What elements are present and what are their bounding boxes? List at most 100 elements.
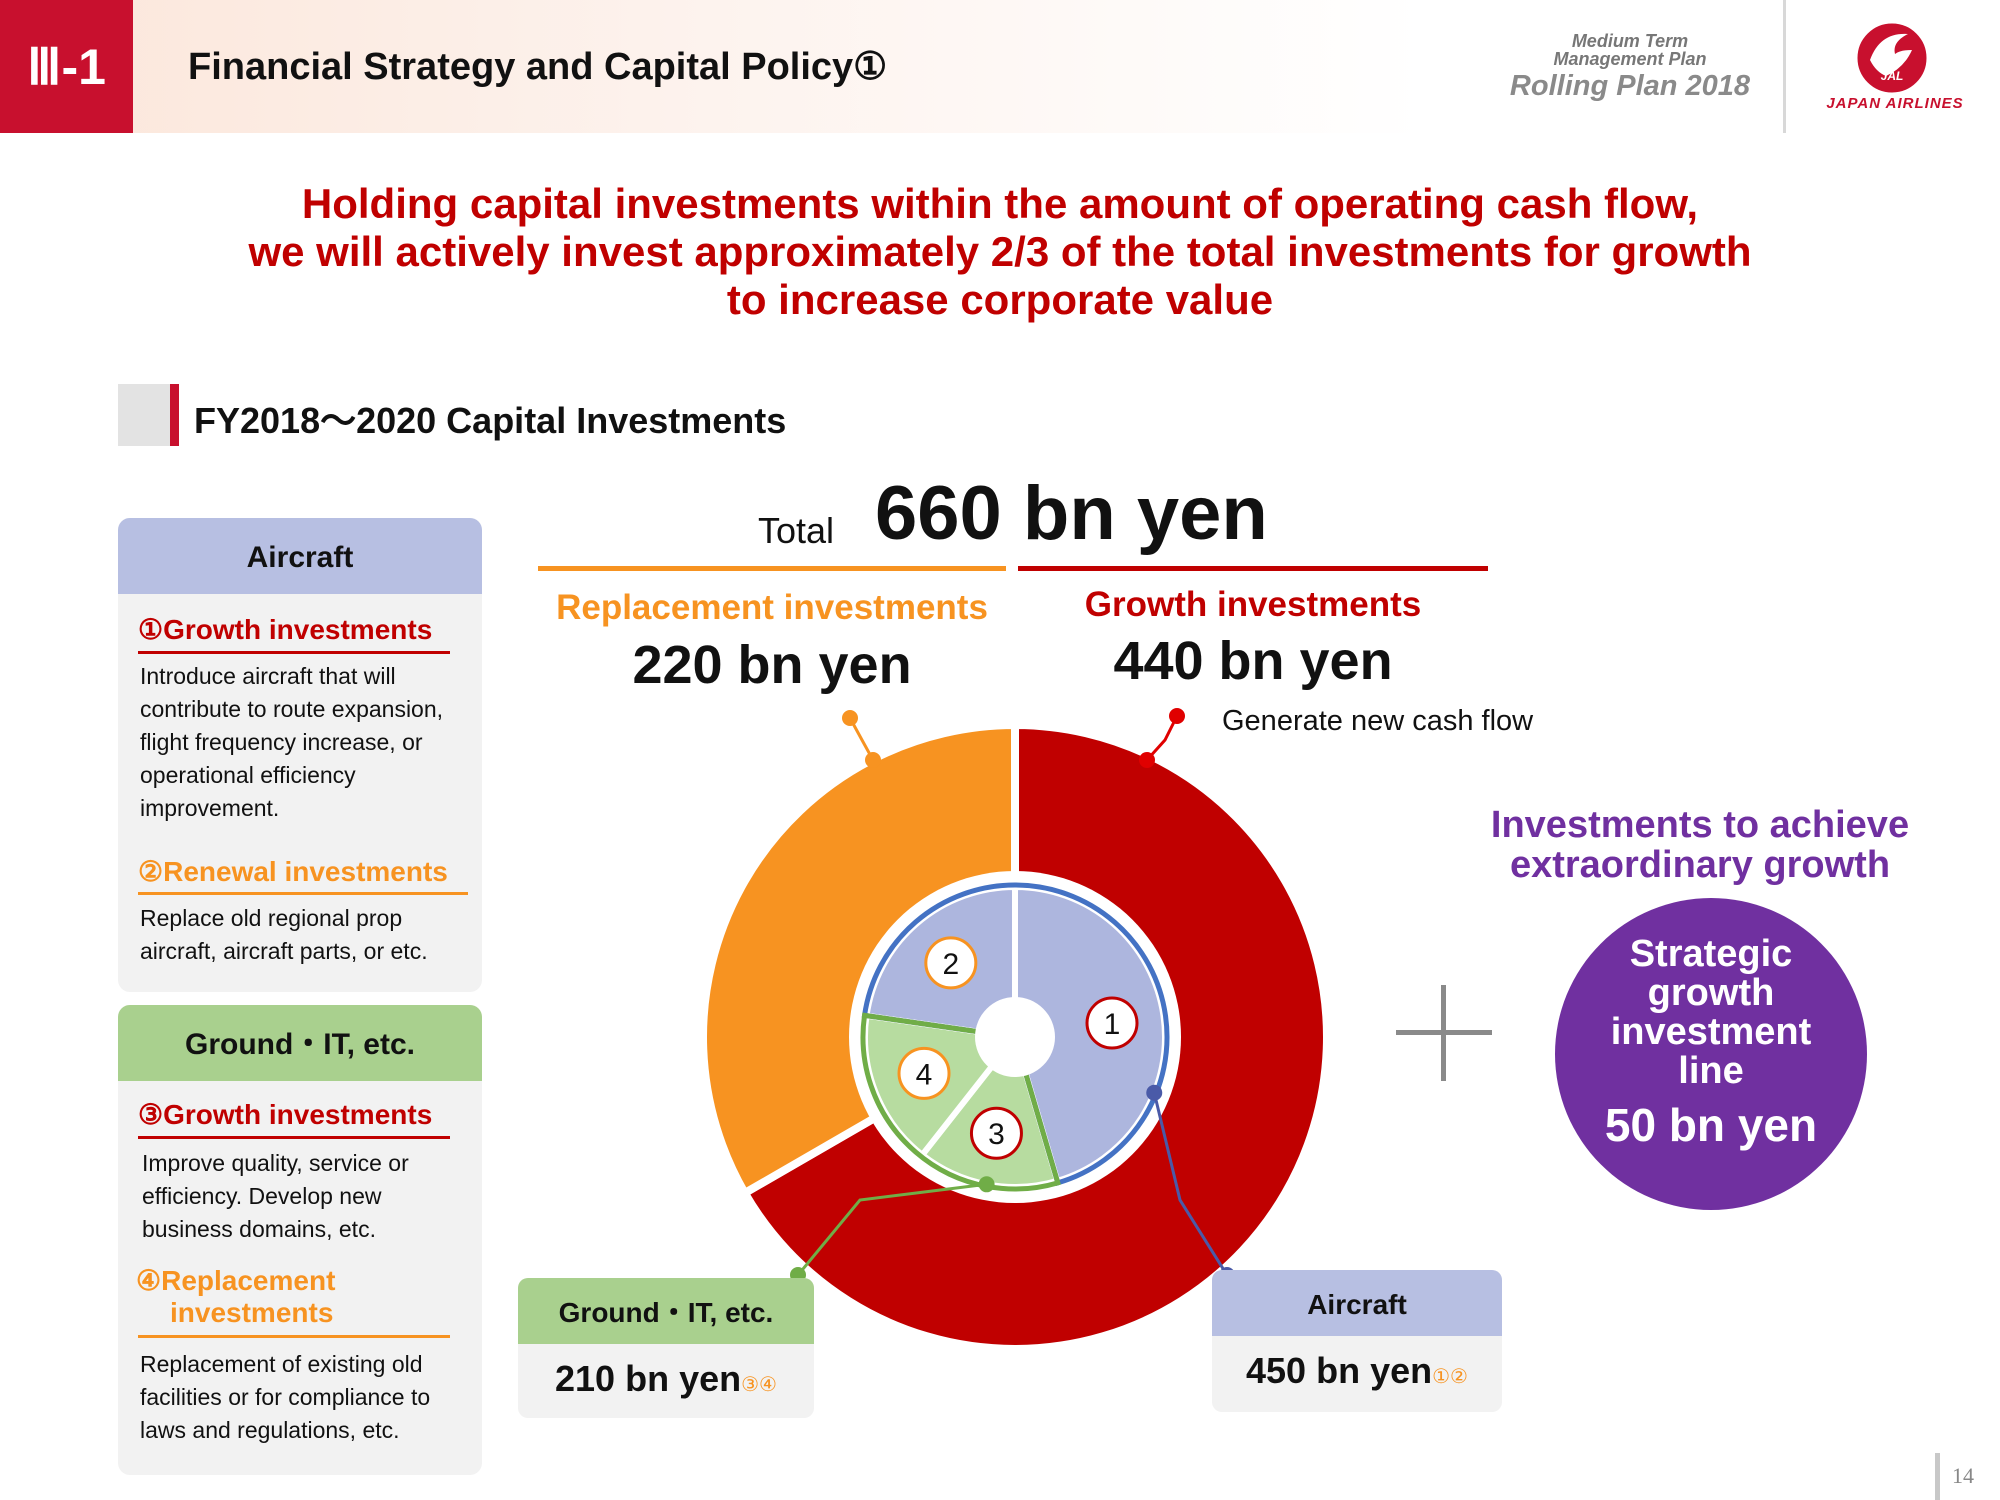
page-number-bar (1935, 1453, 1940, 1500)
item4-title-line1: ④Replacement (136, 1265, 336, 1296)
strategic-line-value: 50 bn yen (1604, 1099, 1818, 1151)
extraordinary-growth-label: Investments to achieve extraordinary gro… (1460, 805, 1940, 885)
item4-title-line2: investments (170, 1297, 334, 1328)
strategic-line-text: Strategic growth investment line (1555, 935, 1867, 1091)
aircraft-callout-refs: ①② (1432, 1366, 1468, 1388)
replacement-leader-dot-start (842, 710, 858, 726)
item2-desc-line: Replace old regional prop (140, 905, 403, 931)
item4-title: ④Replacement investments (136, 1265, 335, 1329)
growth-label: Growth investments (1084, 585, 1422, 624)
headline-line2: we will actively invest approximately 2/… (248, 228, 1752, 275)
inner-marker-1 (1085, 996, 1139, 1050)
item4-desc-line: Replacement of existing old (140, 1351, 423, 1377)
item2-title: ②Renewal investments (138, 856, 448, 887)
ground-leader (796, 1182, 987, 1276)
strategic-text-line: investment (1610, 1011, 1812, 1053)
inner-marker-4 (897, 1046, 951, 1100)
aircraft-callout-amount: 450 bn yen (1246, 1350, 1433, 1391)
aircraft-panel-heading: Aircraft (118, 518, 482, 594)
ground-callout-amount: 210 bn yen (555, 1358, 742, 1399)
item3-underline (138, 1136, 450, 1139)
item1-title: ①Growth investments (138, 614, 433, 645)
section-marker-red (170, 384, 179, 446)
section-number-badge: Ⅲ-1 (0, 0, 133, 133)
item1-underline (138, 651, 450, 654)
crane-logo-icon: JAL (1857, 23, 1927, 93)
item4-description: Replacement of existing old facilities o… (140, 1348, 430, 1447)
item2-underline (138, 892, 468, 895)
ground-callout-refs: ③④ (741, 1374, 777, 1396)
replacement-leader-dot-end (865, 752, 881, 768)
item1-desc-line: improvement. (140, 795, 280, 821)
header-divider (1783, 0, 1786, 133)
page-number: 14 (1952, 1463, 1974, 1488)
aircraft-group-outline (861, 882, 1170, 1186)
extraordinary-label-line1: Investments to achieve (1490, 804, 1910, 846)
growth-value: 440 bn yen (1113, 631, 1393, 691)
strategic-text-line: growth (1647, 972, 1775, 1014)
ground-panel: Ground・IT, etc. ③Growth investments Impr… (118, 1005, 482, 1475)
growth-note: Generate new cash flow (1222, 705, 1534, 737)
strategic-text-line: Strategic (1629, 933, 1793, 975)
inner-marker-3 (969, 1106, 1023, 1160)
plan-subtitle: Medium Term Management Plan (1530, 32, 1730, 68)
aircraft-leader-dot-start (1146, 1084, 1163, 1101)
item3-desc-line: Improve quality, service or (142, 1150, 409, 1176)
headline-line3: to increase corporate value (726, 276, 1274, 323)
ground-panel-heading: Ground・IT, etc. (118, 1005, 482, 1081)
donut-center-hole (975, 997, 1055, 1077)
section-title: FY2018～2020 Capital Investments (194, 400, 787, 441)
item2-desc-line: aircraft, aircraft parts, or etc. (140, 938, 428, 964)
aircraft-panel: Aircraft ①Growth investments Introduce a… (118, 518, 482, 992)
growth-leader (1145, 715, 1179, 762)
item4-desc-line: laws and regulations, etc. (140, 1417, 400, 1443)
inner-marker-2 (924, 936, 978, 990)
total-value: 660 bn yen (875, 471, 1268, 556)
strategic-line-circle (1555, 898, 1867, 1210)
plus-sign-vertical (1441, 985, 1446, 1081)
logo-mark-text: JAL (1881, 69, 1904, 83)
total-label: Total (758, 510, 835, 551)
section-number: Ⅲ-1 (27, 38, 106, 95)
item4-underline (138, 1335, 450, 1338)
inner-marker-label-3: 3 (988, 1118, 1005, 1151)
item3-desc-line: business domains, etc. (142, 1216, 376, 1242)
ground-group-outline (860, 1012, 1061, 1192)
growth-bracket-line (1018, 566, 1488, 571)
aircraft-leader (1152, 1092, 1229, 1276)
item3-description: Improve quality, service or efficiency. … (142, 1147, 409, 1246)
ground-callout: Ground・IT, etc. 210 bn yen③④ (518, 1278, 814, 1418)
logo-text: JAPAN AIRLINES (1826, 95, 1964, 112)
item1-desc-line: operational efficiency (140, 762, 356, 788)
extraordinary-label-line2: extraordinary growth (1509, 844, 1891, 886)
item4-desc-line: facilities or for compliance to (140, 1384, 431, 1410)
item1-desc-line: contribute to route expansion, (140, 696, 444, 722)
aircraft-callout: Aircraft 450 bn yen①② (1212, 1270, 1502, 1412)
ground-leader-dot-start (978, 1176, 995, 1193)
replacement-bracket-line (538, 566, 1006, 571)
inner-marker-label-1: 1 (1104, 1008, 1121, 1041)
plan-name: Rolling Plan 2018 (1509, 70, 1751, 102)
inner-marker-label-4: 4 (916, 1058, 933, 1091)
ground-callout-value: 210 bn yen③④ (518, 1358, 814, 1400)
ground-callout-heading: Ground・IT, etc. (518, 1278, 814, 1344)
headline: Holding capital investments within the a… (100, 180, 1900, 324)
replacement-label: Replacement investments (556, 588, 988, 627)
jal-logo: JAL (1800, 20, 1985, 120)
header-band (0, 0, 1780, 133)
plan-subtitle-line1: Medium Term (1571, 31, 1689, 51)
item3-title: ③Growth investments (138, 1099, 433, 1130)
aircraft-callout-heading: Aircraft (1212, 1270, 1502, 1336)
section-marker-grey (118, 384, 170, 446)
plan-subtitle-line2: Management Plan (1553, 49, 1707, 69)
item1-desc-line: flight frequency increase, or (140, 729, 423, 755)
page-title: Financial Strategy and Capital Policy① (188, 46, 888, 88)
growth-leader-dot-end (1139, 752, 1155, 768)
replacement-value: 220 bn yen (632, 635, 912, 695)
headline-line1: Holding capital investments within the a… (301, 180, 1699, 227)
strategic-text-line: line (1678, 1050, 1744, 1092)
item2-description: Replace old regional prop aircraft, airc… (140, 902, 428, 968)
item1-description: Introduce aircraft that will contribute … (140, 660, 443, 825)
item3-desc-line: efficiency. Develop new (142, 1183, 382, 1209)
